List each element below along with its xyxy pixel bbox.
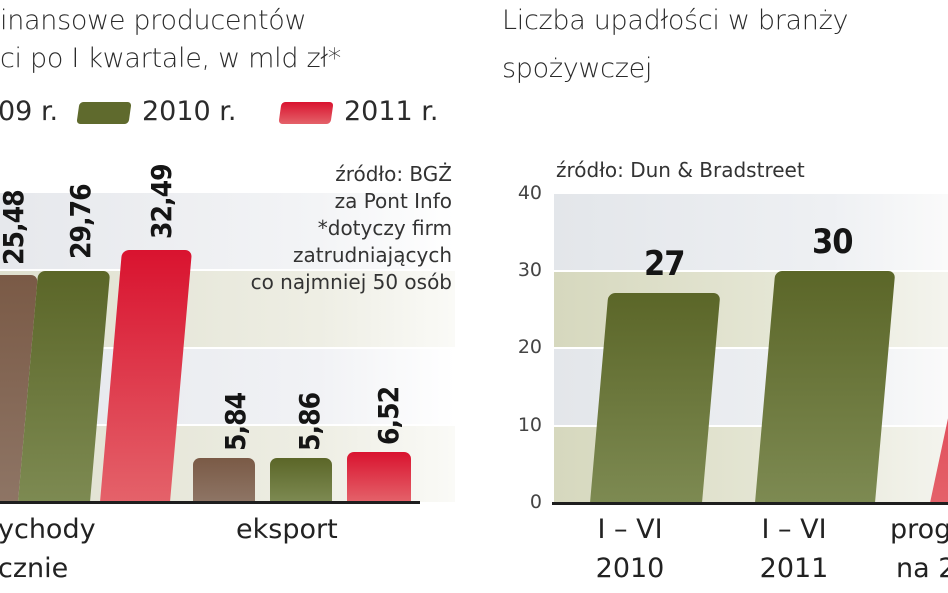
left-chart-title-line1: inansowe producentów [0, 5, 307, 36]
category-label-2011-line1: I – VI [761, 514, 827, 545]
bar-export-2009 [193, 458, 255, 502]
gridline [0, 424, 455, 426]
legend-swatch-2011 [278, 102, 334, 124]
value-label-export-2011: 6,52 [372, 386, 405, 445]
legend-swatch-2010 [76, 102, 132, 124]
right-chart-title-line2: spożywczej [502, 53, 653, 84]
band-30-40 [0, 193, 455, 270]
note-line3: *dotyczy firm [317, 216, 452, 240]
y-tick-0: 0 [529, 491, 542, 513]
category-label-revenue-line2: cznie [0, 553, 69, 584]
category-label-2011-line2: 2011 [759, 553, 829, 584]
right-chart-x-axis [552, 502, 948, 505]
left-chart-note: źródło: BGŻ za Pont Info *dotyczy firm z… [251, 161, 452, 296]
bar-2010 [590, 293, 721, 503]
legend-label-2011: 2011 r. [344, 96, 439, 127]
left-chart-title-line2: ci po I kwartale, w mld zł* [0, 43, 341, 74]
value-label-export-2009: 5,84 [219, 392, 252, 451]
category-label-revenue-line1: ychody [0, 514, 96, 545]
gridline [554, 270, 948, 272]
right-chart-source: źródło: Dun & Bradstreet [556, 158, 805, 182]
y-tick-30: 30 [517, 259, 542, 281]
gridline [554, 425, 948, 427]
note-line4: zatrudniających [293, 243, 452, 267]
y-tick-10: 10 [517, 414, 542, 436]
value-label-2011: 30 [812, 222, 854, 262]
value-label-2010: 27 [644, 244, 686, 284]
value-label-revenue-2011: 32,49 [145, 164, 178, 239]
gridline [0, 347, 455, 349]
legend-label-2009: 09 r. [0, 96, 59, 127]
left-chart-x-axis [0, 501, 420, 504]
category-label-export: eksport [236, 514, 338, 545]
category-label-forecast-line1: prog [890, 514, 948, 545]
note-line1: źródło: BGŻ [335, 162, 452, 186]
note-line2: za Pont Info [334, 189, 452, 213]
note-line5: co najmniej 50 osób [250, 270, 452, 294]
category-label-2010-line1: I – VI [597, 514, 663, 545]
value-label-revenue-2010: 29,76 [64, 184, 97, 259]
category-label-2010-line2: 2010 [595, 553, 665, 584]
right-chart-title-line1: Liczba upadłości w branży [502, 5, 849, 36]
gridline [554, 347, 948, 349]
band-30-40 [554, 194, 948, 271]
y-tick-20: 20 [517, 336, 542, 358]
gridline [0, 269, 455, 271]
bar-export-2011 [347, 452, 411, 502]
bar-2011 [755, 271, 896, 503]
y-tick-40: 40 [517, 182, 542, 204]
category-label-forecast-line2: na 2 [896, 553, 948, 584]
value-label-revenue-2009: 25,48 [0, 190, 30, 265]
bar-export-2010 [270, 458, 332, 502]
value-label-export-2010: 5,86 [293, 392, 326, 451]
legend-label-2010: 2010 r. [142, 96, 237, 127]
